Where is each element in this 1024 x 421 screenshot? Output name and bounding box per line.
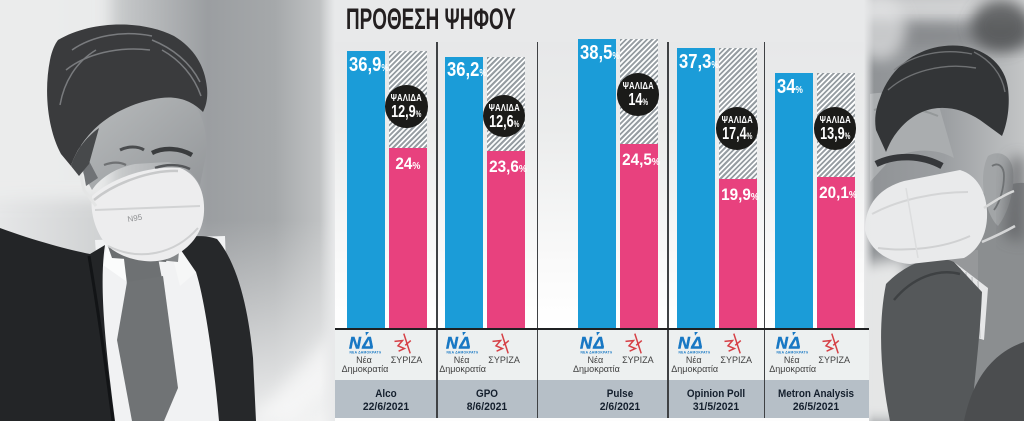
svg-text:ΝΔ: ΝΔ [678, 335, 704, 353]
svg-text:ΝΕΑ ΔΗΜΟΚΡΑΤΙΑ: ΝΕΑ ΔΗΜΟΚΡΑΤΙΑ [679, 350, 711, 354]
svg-text:N95: N95 [127, 212, 144, 224]
svg-text:ΝΕΑ ΔΗΜΟΚΡΑΤΙΑ: ΝΕΑ ΔΗΜΟΚΡΑΤΙΑ [580, 350, 612, 354]
svg-text:ΝΕΑ ΔΗΜΟΚΡΑΤΙΑ: ΝΕΑ ΔΗΜΟΚΡΑΤΙΑ [447, 350, 479, 354]
svg-text:ΝΕΑ ΔΗΜΟΚΡΑΤΙΑ: ΝΕΑ ΔΗΜΟΚΡΑΤΙΑ [349, 350, 381, 354]
svg-text:ΝΕΑ ΔΗΜΟΚΡΑΤΙΑ: ΝΕΑ ΔΗΜΟΚΡΑΤΙΑ [777, 350, 809, 354]
svg-text:ΝΔ: ΝΔ [776, 335, 802, 353]
svg-text:ΝΔ: ΝΔ [349, 335, 375, 353]
svg-text:ΝΔ: ΝΔ [580, 335, 606, 353]
svg-text:ΝΔ: ΝΔ [446, 335, 472, 353]
